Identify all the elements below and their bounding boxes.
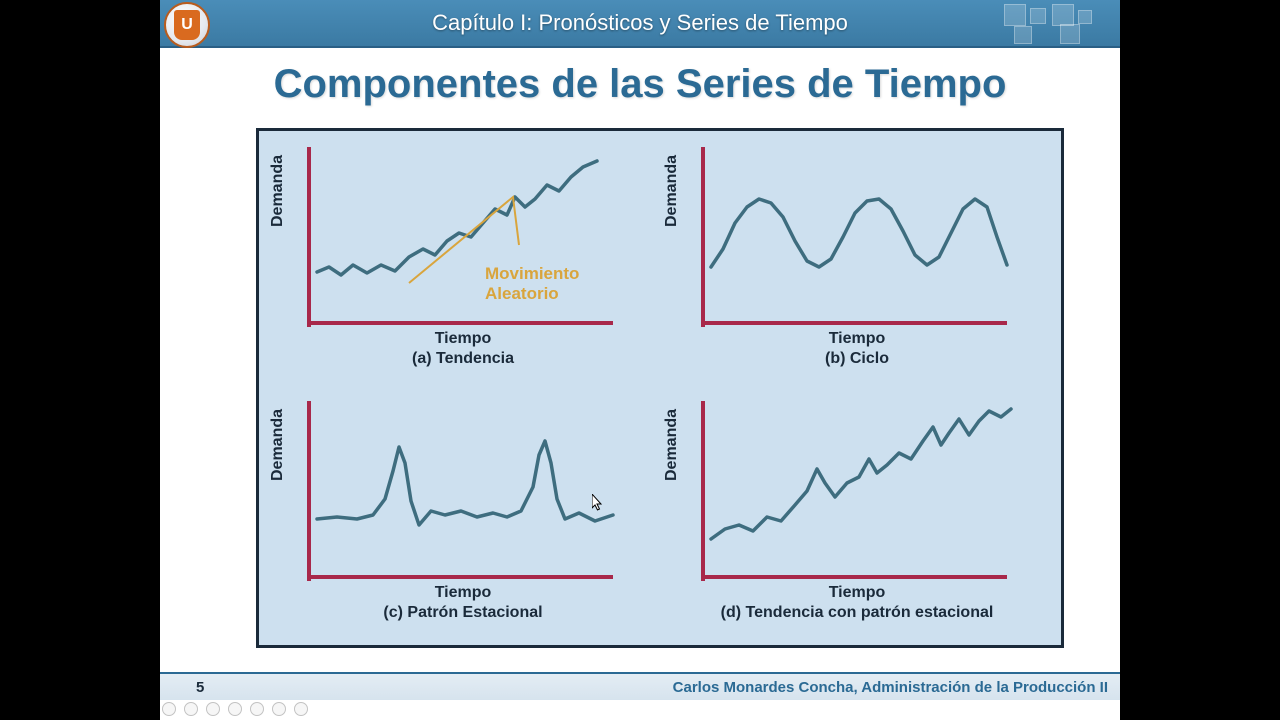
y-axis-label: Demanda bbox=[663, 155, 681, 227]
university-logo: U bbox=[164, 2, 210, 48]
charts-container: Demanda Movimiento Aleatorio Tiempo (a) … bbox=[256, 128, 1064, 648]
footer-author: Carlos Monardes Concha, Administración d… bbox=[673, 679, 1108, 696]
control-icon[interactable] bbox=[228, 702, 242, 716]
panel-estacional: Demanda Tiempo (c) Patrón Estacional bbox=[273, 391, 653, 641]
chart-b-svg bbox=[667, 137, 1047, 337]
header-bar: U Capítulo I: Pronósticos y Series de Ti… bbox=[160, 0, 1120, 48]
control-icon[interactable] bbox=[162, 702, 176, 716]
control-icon[interactable] bbox=[206, 702, 220, 716]
seasonal-line bbox=[317, 441, 613, 525]
trend-seasonal-line bbox=[711, 409, 1011, 539]
panel-tendencia: Demanda Movimiento Aleatorio Tiempo (a) … bbox=[273, 137, 653, 387]
y-axis-label: Demanda bbox=[269, 155, 287, 227]
header-decoration bbox=[1004, 4, 1114, 44]
annotation-text-1: Movimiento bbox=[485, 264, 579, 283]
x-axis-label: Tiempo (b) Ciclo bbox=[667, 329, 1047, 369]
control-icon[interactable] bbox=[272, 702, 286, 716]
slide-title: Componentes de las Series de Tiempo bbox=[160, 62, 1120, 107]
annotation-text-2: Aleatorio bbox=[485, 284, 559, 303]
footer-bar: 5 Carlos Monardes Concha, Administración… bbox=[160, 672, 1120, 700]
chart-c-svg bbox=[273, 391, 653, 591]
slide: U Capítulo I: Pronósticos y Series de Ti… bbox=[160, 0, 1120, 720]
cycle-line bbox=[711, 199, 1007, 267]
x-axis-label: Tiempo (a) Tendencia bbox=[273, 329, 653, 369]
x-axis-label: Tiempo (d) Tendencia con patrón estacion… bbox=[667, 583, 1047, 623]
chart-a-svg: Movimiento Aleatorio bbox=[273, 137, 653, 337]
panel-ciclo: Demanda Tiempo (b) Ciclo bbox=[667, 137, 1047, 387]
shield-icon: U bbox=[174, 10, 200, 40]
y-axis-label: Demanda bbox=[663, 409, 681, 481]
x-axis-label: Tiempo (c) Patrón Estacional bbox=[273, 583, 653, 623]
control-icon[interactable] bbox=[250, 702, 264, 716]
control-icon[interactable] bbox=[294, 702, 308, 716]
trend-line bbox=[317, 161, 597, 275]
page-number: 5 bbox=[196, 679, 204, 696]
chapter-title: Capítulo I: Pronósticos y Series de Tiem… bbox=[432, 10, 848, 36]
presentation-controls[interactable] bbox=[162, 700, 308, 718]
chart-d-svg bbox=[667, 391, 1047, 591]
y-axis-label: Demanda bbox=[269, 409, 287, 481]
control-icon[interactable] bbox=[184, 702, 198, 716]
panel-tendencia-estacional: Demanda Tiempo (d) Tendencia con patrón … bbox=[667, 391, 1047, 641]
